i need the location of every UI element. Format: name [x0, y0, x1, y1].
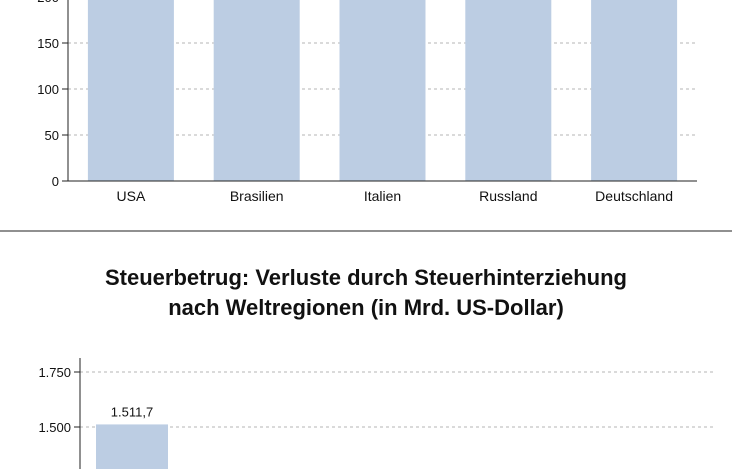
chart1-y-tick-label: 200 — [37, 0, 59, 5]
chart2-title-line-2: nach Weltregionen (in Mrd. US-Dollar) — [168, 295, 564, 320]
chart1-category-label: Deutschland — [595, 188, 673, 204]
chart1-y-tick-label: 100 — [37, 82, 59, 97]
chart2-y-tick-label: 1.750 — [38, 365, 71, 380]
chart1-y-tick-label: 0 — [52, 174, 59, 189]
chart2-title-line-1: Steuerbetrug: Verluste durch Steuerhinte… — [105, 265, 627, 290]
chart1-category-label: Russland — [479, 188, 537, 204]
chart2-y-tick-labels: 1.500 1.750 — [38, 365, 80, 435]
chart2-gridlines — [80, 371, 716, 428]
chart1-bars — [87, 0, 678, 181]
chart2-data-labels: 1.511,7 — [111, 404, 153, 419]
chart1-bar — [213, 0, 300, 181]
chart1-category-label: USA — [117, 188, 146, 204]
chart2-y-tick-label: 1.500 — [38, 420, 71, 435]
chart1-bar — [591, 0, 678, 181]
chart2-bar — [96, 424, 168, 469]
chart1-y-tick-label: 50 — [45, 128, 59, 143]
chart2-data-label: 1.511,7 — [111, 404, 153, 419]
chart1-category-labels: USA Brasilien Italien Russland Deutschland — [117, 188, 674, 204]
chart1-category-label: Brasilien — [230, 188, 284, 204]
chart1-bar — [87, 0, 174, 181]
chart1-bar — [465, 0, 552, 181]
chart2-bars — [96, 424, 168, 469]
chart-tax-losses-by-country: 0 50 100 150 200 USA Brasilien Italien Russland… — [37, 0, 697, 204]
chart1-category-label: Italien — [364, 188, 401, 204]
chart-tax-losses-by-region: Steuerbetrug: Verluste durch Steuerhinte… — [38, 265, 716, 469]
chart1-bar — [339, 0, 426, 181]
chart1-y-tick-labels: 0 50 100 150 200 — [37, 0, 68, 189]
chart1-y-tick-label: 150 — [37, 36, 59, 51]
